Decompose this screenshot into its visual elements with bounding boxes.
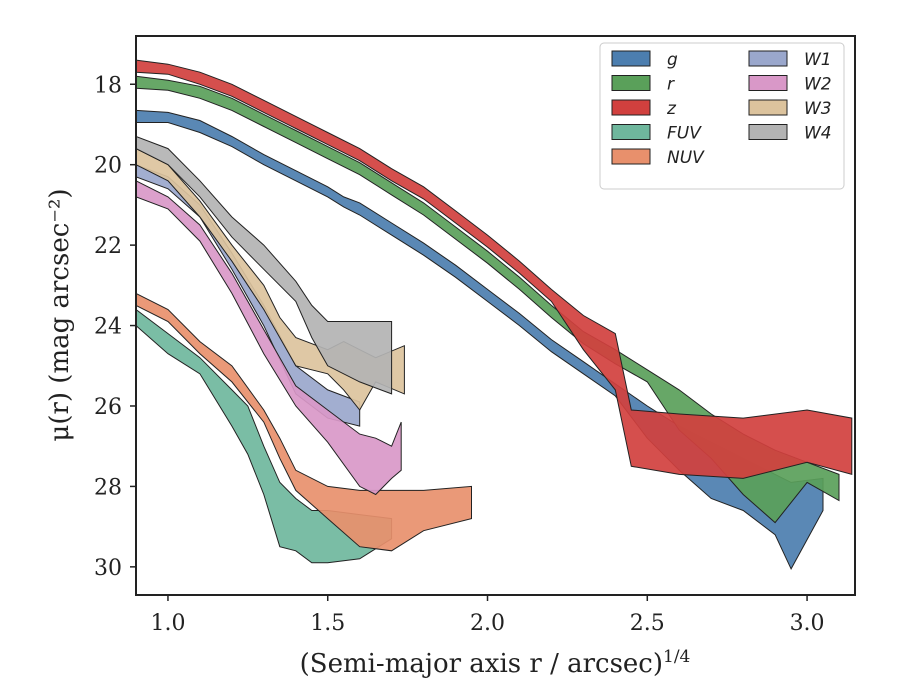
band-nuv: [136, 292, 472, 552]
legend-label-w4: W4: [804, 124, 832, 144]
legend-swatch-g: [611, 50, 651, 67]
x-tick-label: 3.0: [790, 611, 825, 636]
legend-label-fuv: FUV: [667, 124, 702, 144]
band-g: [136, 109, 824, 571]
legend-swatch-w1: [748, 50, 788, 67]
y-tick-label: 26: [94, 395, 122, 420]
x-tick-label: 2.0: [470, 611, 505, 636]
y-tick-label: 30: [94, 556, 122, 581]
legend-swatch-r: [611, 75, 651, 91]
y-tick-label: 18: [94, 73, 122, 98]
series-bands: [136, 59, 853, 571]
band-w3: [136, 148, 405, 411]
legend-swatch-z: [611, 99, 651, 116]
y-tick-label: 20: [94, 154, 122, 179]
x-axis-label: (Semi-major axis r / arcsec)1/4: [300, 647, 691, 679]
legend-label-g: g: [667, 50, 678, 70]
legend-label-w3: W3: [804, 99, 832, 119]
legend-label-z: z: [666, 99, 677, 119]
plot-frame: [135, 35, 856, 596]
legend-swatch-w4: [748, 124, 788, 140]
legend-swatch-w3: [748, 99, 788, 116]
y-axis: 18 20 22 24 26 28 30: [94, 73, 136, 581]
legend-label-w1: W1: [804, 50, 832, 70]
x-tick-label: 1.5: [310, 611, 345, 636]
y-axis-label: μ(r) (mag arcsec⁻²): [45, 188, 75, 441]
y-tick-label: 28: [94, 475, 122, 500]
x-tick-label: 2.5: [630, 611, 665, 636]
legend-swatch-w2: [748, 75, 788, 91]
band-w2: [136, 180, 402, 496]
legend-swatch-fuv: [611, 124, 651, 140]
legend-label-w2: W2: [804, 75, 832, 95]
band-w4: [136, 135, 393, 395]
band-r: [136, 75, 840, 524]
x-axis: 1.0 1.5 2.0 2.5 3.0: [150, 595, 825, 636]
legend: grz FUV NUV W1 W2 W3 W4: [599, 42, 845, 190]
legend-label-nuv: NUV: [667, 148, 705, 168]
band-z: [136, 59, 853, 479]
x-tick-label: 1.0: [150, 611, 185, 636]
y-tick-label: 22: [94, 234, 122, 259]
legend-swatch-nuv: [611, 148, 651, 165]
legend-label-r: r: [667, 75, 675, 95]
y-tick-label: 24: [94, 315, 122, 340]
